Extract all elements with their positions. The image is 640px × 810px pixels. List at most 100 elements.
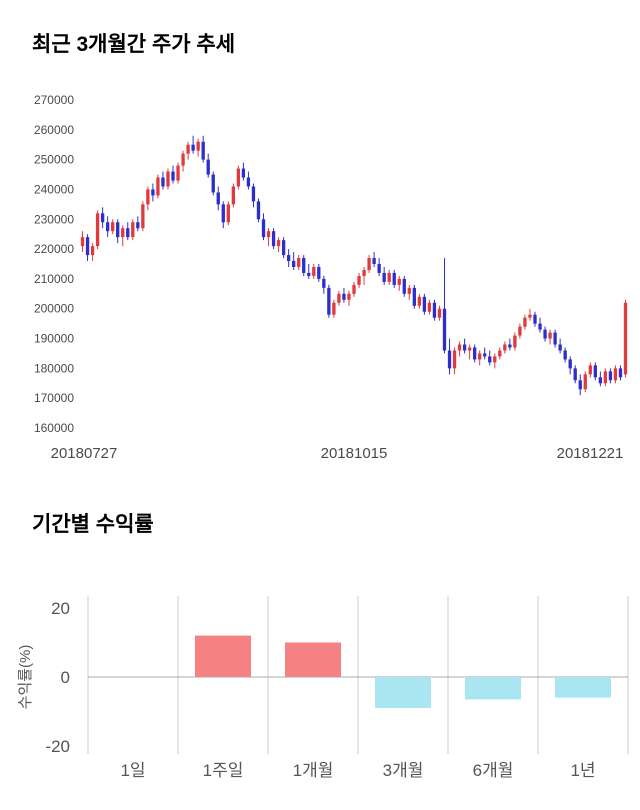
candle-body [121,228,125,238]
return-bar [375,677,431,709]
candle-body [553,332,557,345]
return-bar [285,642,341,677]
candle-body [201,141,205,160]
candle-body [508,344,512,348]
return-bar [465,677,521,700]
candle-body [141,204,145,229]
candle-body [377,264,381,273]
candle-body [422,296,427,312]
candle-body [226,204,230,223]
candle-body [196,141,200,151]
candle-body [543,329,547,339]
candle-body [166,171,170,187]
candle-body [372,258,376,264]
candle-body [206,159,210,175]
candle-body [452,350,457,369]
y-axis-tick-label: 210000 [34,272,74,286]
candle-body [317,266,321,279]
candle-body [533,314,537,324]
x-axis-category-label: 1년 [570,761,595,780]
candle-body [231,186,235,205]
candle-body [186,144,190,154]
candle-body [342,293,346,300]
candle-body [256,201,261,220]
candle-body [337,293,341,303]
candle-body [362,269,366,276]
candle-body [95,213,100,247]
candle-body [191,144,195,151]
y-axis-tick-label: 180000 [34,361,74,375]
candle-body [412,287,416,306]
candle-body [307,272,311,276]
candle-body [387,272,391,282]
y-axis-tick-label: 200000 [34,302,74,316]
candle-body [442,308,447,351]
candle-body [151,189,155,196]
candle-body [146,189,150,205]
candle-body [488,356,492,363]
return-bar [555,677,611,698]
candle-body [302,258,306,273]
candle-body [392,272,396,285]
candle-body [80,237,85,247]
candle-body [563,350,567,360]
candle-body [216,192,220,205]
y-axis-tick-label: 220000 [34,242,74,256]
candle-body [136,222,140,229]
candle-body [292,261,296,267]
candle-body [427,302,432,312]
y-axis-tick-label: 240000 [34,182,74,196]
candle-body [473,347,477,360]
price-chart-title: 최근 3개월간 주가 추세 [32,33,236,56]
candle-body [357,275,361,285]
candle-body [467,347,472,351]
returns-bar-chart: 20 0 -20 수익률(%) 1일 1주일 1개월 3개월 6개월 1년 [17,596,629,780]
candle-body [513,335,517,348]
y-axis-tick-label: 230000 [34,212,74,226]
candle-body [608,371,613,381]
candle-body [613,368,618,381]
y-axis-tick-label: 0 [61,668,70,687]
y-axis-tick-label: -20 [45,737,70,756]
x-axis-date-label: 20180727 [51,445,118,462]
candle-body [523,317,527,327]
candle-body [598,377,603,384]
candle-body [286,255,291,262]
candle-body [181,153,185,166]
candle-body [276,240,281,247]
candle-body [271,231,276,247]
candle-body [382,272,386,282]
candle-body [367,258,371,270]
candle-body [578,380,582,390]
candle-body [503,344,507,351]
y-axis-tick-label: 270000 [34,93,74,107]
candle-body [437,308,442,318]
candle-body [593,365,597,378]
y-axis-tick-label: 190000 [34,332,74,346]
candle-body [241,168,246,178]
candle-body [588,365,592,375]
candle-body [347,293,351,300]
candle-body [176,165,180,181]
candle-body [397,278,401,285]
x-axis-category-label: 1일 [120,761,145,780]
candle-body [548,332,552,339]
y-axis-tick-label: 170000 [34,391,74,405]
candle-body [161,177,165,187]
candle-body [518,326,522,336]
candle-body [156,177,160,196]
x-axis-category-label: 3개월 [383,761,424,780]
candle-body [116,222,120,238]
candle-body [261,219,266,238]
candle-body [221,204,225,223]
candle-body [281,240,286,256]
candle-body [297,258,301,267]
returns-chart-title: 기간별 수익률 [32,513,154,536]
candle-body [478,353,482,360]
candle-body [322,278,326,288]
candle-body [332,302,336,315]
candle-body [266,231,271,238]
candle-body [251,186,256,202]
candle-body [171,171,175,181]
candle-body [85,237,90,256]
